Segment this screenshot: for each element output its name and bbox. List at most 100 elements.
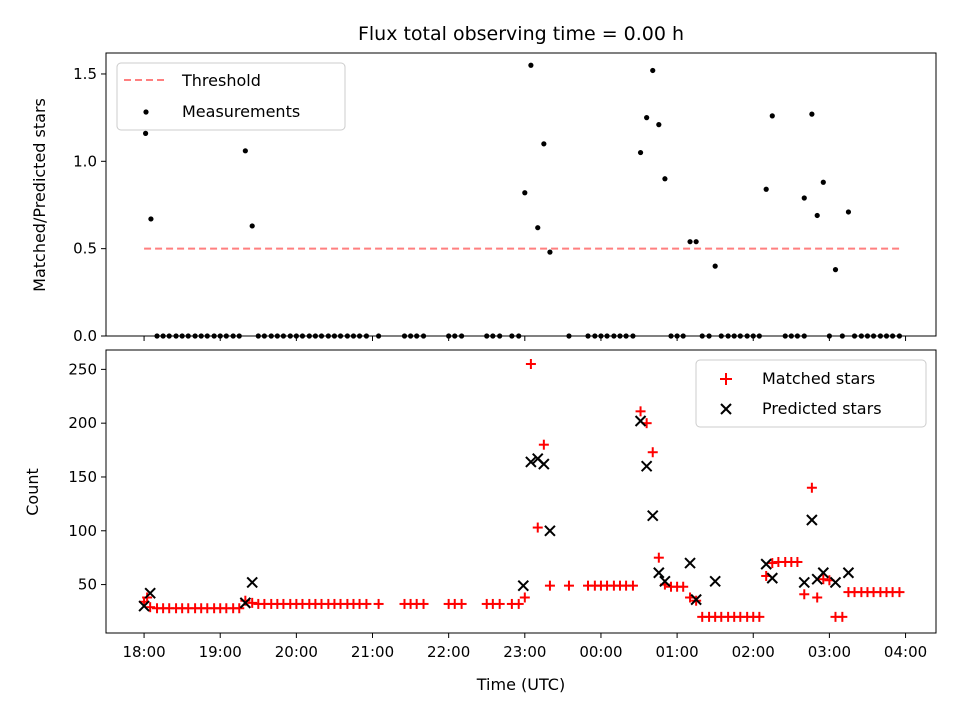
matched-star-point [538, 439, 549, 450]
bottom-x-tick-label: 18:00 [122, 643, 165, 661]
matched-star-point [767, 558, 778, 569]
legend-matched-label: Matched stars [762, 369, 875, 388]
bottom-x-tick-label: 20:00 [275, 643, 318, 661]
legend-predicted-swatch [720, 403, 732, 415]
matched-star-point [837, 611, 848, 622]
top-x-ticks [143, 336, 907, 341]
measurement-point [801, 195, 807, 201]
measurement-point [656, 122, 662, 128]
matched-star-point [635, 406, 646, 417]
bottom-x-tick-label: 23:00 [503, 643, 546, 661]
bottom-x-ticks: 18:00 19:00 20:00 21:00 22:00 23:00 00:00 01:00… [122, 633, 927, 661]
top-panel: Flux total observing time = 0.00 h Match… [30, 23, 937, 345]
predicted-star-point [246, 576, 258, 589]
matched-star-point [678, 581, 689, 592]
bottom-legend-box [695, 359, 927, 428]
top-y-tick-label: 1.0 [73, 152, 97, 170]
legend-measurements-swatch [143, 109, 149, 115]
top-y-axis-label: Matched/Predicted stars [30, 98, 49, 292]
measurement-point [148, 216, 154, 222]
predicted-star-point [690, 593, 702, 606]
bottom-panel: Count Time (UTC) 50 100 150 200 250 18:00 19:… [23, 349, 937, 694]
measurement-point [769, 113, 775, 119]
matched-star-point [653, 552, 664, 563]
measurement-point [535, 225, 541, 231]
matched-star-point [247, 597, 258, 608]
top-axes-frame [105, 52, 937, 337]
predicted-star-point [525, 456, 537, 468]
bottom-x-tick-label: 21:00 [351, 643, 394, 661]
predicted-star-point [817, 567, 830, 579]
measurement-point [142, 130, 149, 136]
top-legend: Threshold Measurements [116, 62, 346, 131]
predicted-star-point [798, 576, 810, 589]
predicted-star-point [659, 575, 671, 588]
bottom-y-tick-label: 150 [68, 468, 97, 486]
matched-star-point [799, 589, 810, 600]
predicted-star-point [634, 415, 647, 427]
bottom-y-tick-label: 200 [68, 414, 97, 432]
measurement-point [541, 141, 547, 147]
legend-measurements-label: Measurements [182, 102, 300, 121]
top-y-ticks: 0.0 0.5 1.0 1.5 [73, 65, 106, 345]
measurement-point [712, 263, 718, 269]
measurement-point [242, 148, 248, 154]
predicted-star-point [653, 567, 665, 579]
measurement-point [249, 223, 255, 229]
measurement-point [814, 212, 820, 219]
top-y-tick-label: 0.0 [73, 327, 97, 345]
top-legend-box [116, 62, 346, 131]
measurement-point [820, 179, 826, 185]
predicted-star-point [709, 575, 721, 588]
bottom-plot-area [138, 358, 905, 622]
measurement-point [763, 186, 769, 192]
matched-star-point [373, 598, 384, 609]
measurement-point [644, 115, 650, 121]
matched-star-point [456, 598, 467, 609]
bottom-y-tick-label: 250 [68, 360, 97, 378]
measurement-point [687, 239, 693, 245]
bottom-axes-frame [105, 349, 937, 634]
legend-matched-swatch [720, 373, 732, 385]
predicted-star-point [766, 572, 778, 584]
predicted-star-point [239, 597, 252, 609]
matched-star-point [563, 580, 574, 591]
predicted-star-point [640, 460, 653, 472]
matched-star-point [806, 482, 817, 493]
matched-star-point [894, 587, 905, 598]
predicted-star-point [138, 600, 150, 612]
predicted-star-point [842, 567, 855, 579]
measurement-point [693, 239, 699, 245]
legend-threshold-label: Threshold [181, 71, 261, 90]
matched-star-point [792, 556, 803, 567]
matched-star-point [494, 598, 505, 609]
bottom-y-axis-label: Count [23, 468, 42, 516]
predicted-star-point [647, 510, 659, 522]
measurement-point [637, 149, 644, 156]
matched-star-point [234, 603, 245, 614]
matched-star-point [145, 602, 156, 613]
measurement-point [528, 62, 534, 68]
top-y-tick-label: 1.5 [73, 65, 97, 83]
bottom-x-tick-label: 19:00 [199, 643, 242, 661]
predicted-star-point [684, 557, 696, 569]
matched-star-point [812, 592, 823, 603]
predicted-star-point [760, 558, 772, 570]
legend-predicted-label: Predicted stars [762, 399, 882, 418]
measurement-point [845, 209, 852, 215]
predicted-star-point [517, 579, 529, 592]
measurement-point [809, 111, 815, 117]
predicted-star-point [538, 458, 550, 470]
matched-star-point [525, 358, 536, 369]
predicted-star-point [544, 525, 556, 537]
bottom-x-axis-label: Time (UTC) [476, 675, 565, 694]
measurement-point [650, 67, 656, 74]
matched-star-point [513, 598, 524, 609]
matched-star-point [418, 598, 429, 609]
matched-star-point [519, 592, 530, 603]
bottom-x-tick-label: 01:00 [655, 643, 698, 661]
bottom-y-ticks: 50 100 150 200 250 [68, 360, 106, 594]
matched-star-point [627, 580, 638, 591]
bottom-y-tick-label: 50 [78, 576, 97, 594]
